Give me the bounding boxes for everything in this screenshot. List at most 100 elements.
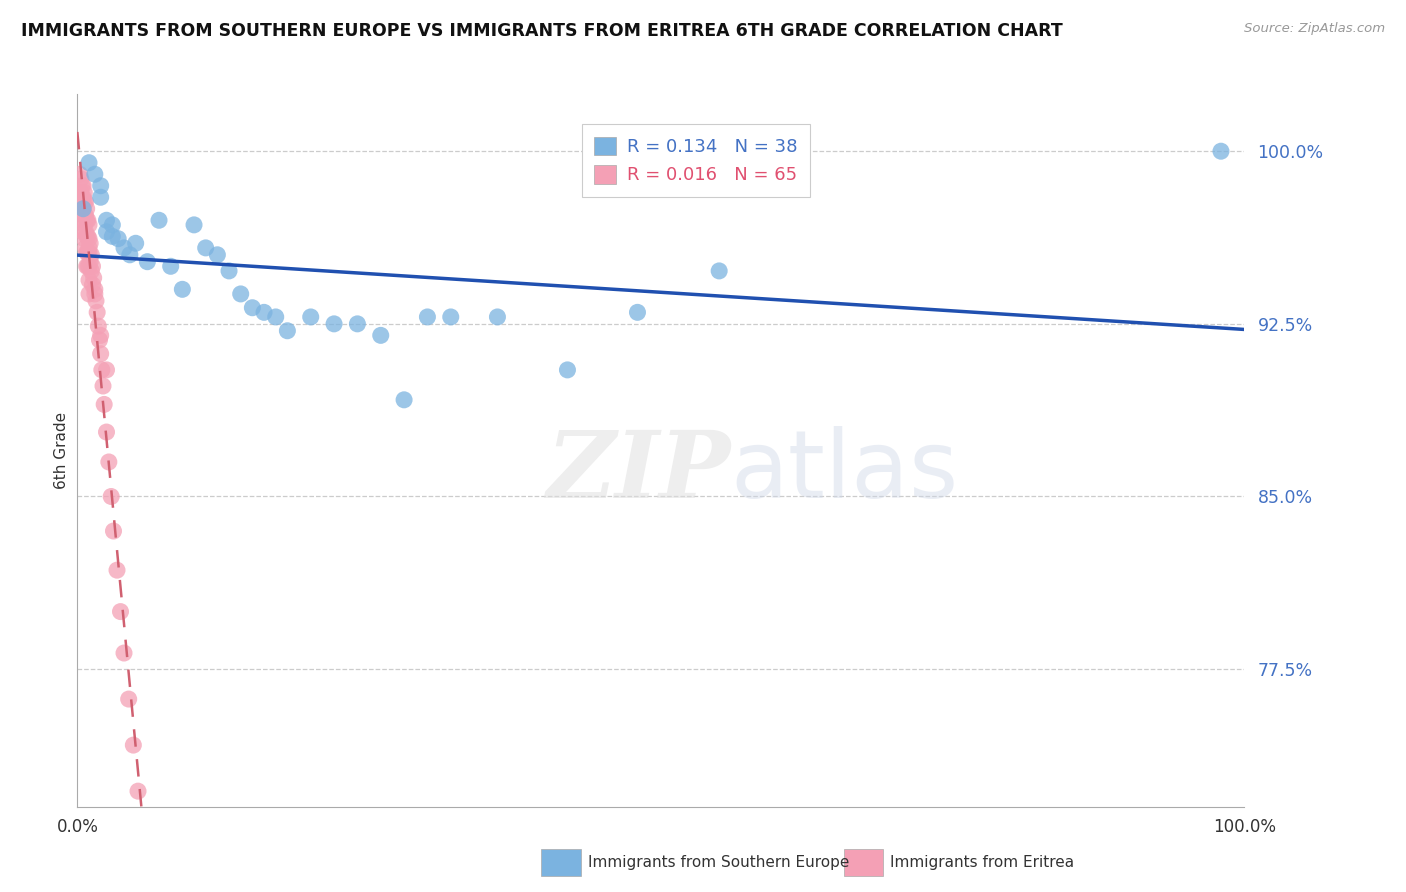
Point bbox=[118, 692, 141, 706]
Point bbox=[124, 236, 148, 251]
Point bbox=[218, 264, 240, 278]
Point bbox=[72, 178, 94, 193]
Y-axis label: 6th Grade: 6th Grade bbox=[53, 412, 69, 489]
Point bbox=[72, 190, 94, 204]
Point bbox=[77, 287, 100, 301]
Point bbox=[70, 190, 93, 204]
Point bbox=[229, 287, 252, 301]
Point bbox=[148, 213, 170, 227]
Bar bbox=[844, 849, 883, 876]
Legend: R = 0.134   N = 38, R = 0.016   N = 65: R = 0.134 N = 38, R = 0.016 N = 65 bbox=[582, 124, 810, 197]
Point bbox=[83, 287, 105, 301]
Point bbox=[77, 232, 100, 246]
Point bbox=[90, 328, 112, 343]
Point bbox=[73, 232, 96, 246]
Point bbox=[72, 225, 94, 239]
Point bbox=[82, 277, 104, 292]
Point bbox=[172, 282, 194, 296]
Point bbox=[90, 190, 112, 204]
Point bbox=[97, 455, 120, 469]
Text: Source: ZipAtlas.com: Source: ZipAtlas.com bbox=[1244, 22, 1385, 36]
Point bbox=[110, 605, 132, 619]
Point bbox=[76, 202, 98, 216]
Point bbox=[118, 248, 141, 262]
Point bbox=[70, 202, 93, 216]
Point bbox=[83, 270, 105, 285]
Point bbox=[82, 260, 104, 274]
Point bbox=[70, 178, 93, 193]
Point bbox=[112, 646, 135, 660]
Point bbox=[440, 310, 463, 324]
Point bbox=[557, 363, 579, 377]
Point bbox=[107, 232, 129, 246]
Point bbox=[370, 328, 392, 343]
Point bbox=[709, 264, 731, 278]
Point bbox=[112, 241, 135, 255]
Point bbox=[264, 310, 287, 324]
Point bbox=[76, 229, 98, 244]
Point bbox=[84, 293, 107, 308]
Point bbox=[79, 236, 101, 251]
Point bbox=[122, 738, 145, 752]
Point bbox=[96, 225, 118, 239]
Text: IMMIGRANTS FROM SOUTHERN EUROPE VS IMMIGRANTS FROM ERITREA 6TH GRADE CORRELATION: IMMIGRANTS FROM SOUTHERN EUROPE VS IMMIG… bbox=[21, 22, 1063, 40]
Point bbox=[101, 229, 124, 244]
Text: ZIP: ZIP bbox=[547, 427, 731, 516]
Point bbox=[76, 229, 98, 244]
Point bbox=[100, 490, 122, 504]
Point bbox=[83, 282, 105, 296]
Point bbox=[73, 209, 96, 223]
Point bbox=[93, 397, 115, 411]
Point bbox=[96, 213, 118, 227]
Text: atlas: atlas bbox=[731, 425, 959, 518]
Point bbox=[96, 425, 118, 439]
Point bbox=[323, 317, 346, 331]
Point bbox=[1209, 145, 1232, 159]
Point bbox=[105, 563, 128, 577]
Point bbox=[183, 218, 205, 232]
Point bbox=[194, 241, 217, 255]
Point bbox=[77, 273, 100, 287]
Point bbox=[101, 218, 124, 232]
Point bbox=[73, 194, 96, 209]
Point bbox=[276, 324, 298, 338]
Point bbox=[416, 310, 439, 324]
Text: Immigrants from Eritrea: Immigrants from Eritrea bbox=[890, 855, 1074, 870]
Point bbox=[626, 305, 648, 319]
Point bbox=[89, 333, 111, 347]
Point bbox=[346, 317, 368, 331]
Point bbox=[253, 305, 276, 319]
Point bbox=[91, 379, 114, 393]
Text: Immigrants from Southern Europe: Immigrants from Southern Europe bbox=[588, 855, 849, 870]
Point bbox=[72, 202, 94, 216]
Point bbox=[87, 319, 110, 334]
Point bbox=[242, 301, 264, 315]
Point bbox=[76, 245, 98, 260]
Point bbox=[75, 225, 97, 239]
Point bbox=[76, 245, 98, 260]
Point bbox=[136, 254, 159, 268]
Point bbox=[299, 310, 322, 324]
Point bbox=[77, 155, 100, 169]
Point bbox=[72, 213, 94, 227]
Point bbox=[72, 202, 94, 216]
Point bbox=[86, 305, 108, 319]
Bar bbox=[541, 849, 581, 876]
Point bbox=[75, 209, 97, 223]
Point bbox=[69, 167, 91, 181]
Point bbox=[76, 213, 98, 227]
Point bbox=[83, 167, 105, 181]
Point bbox=[77, 245, 100, 260]
Point bbox=[73, 218, 96, 232]
Point bbox=[103, 524, 125, 538]
Point bbox=[80, 248, 103, 262]
Point bbox=[207, 248, 229, 262]
Point bbox=[90, 363, 112, 377]
Point bbox=[75, 194, 97, 209]
Point bbox=[96, 363, 118, 377]
Point bbox=[77, 218, 100, 232]
Point bbox=[77, 241, 100, 255]
Point bbox=[73, 186, 96, 200]
Point bbox=[127, 784, 149, 798]
Point bbox=[392, 392, 415, 407]
